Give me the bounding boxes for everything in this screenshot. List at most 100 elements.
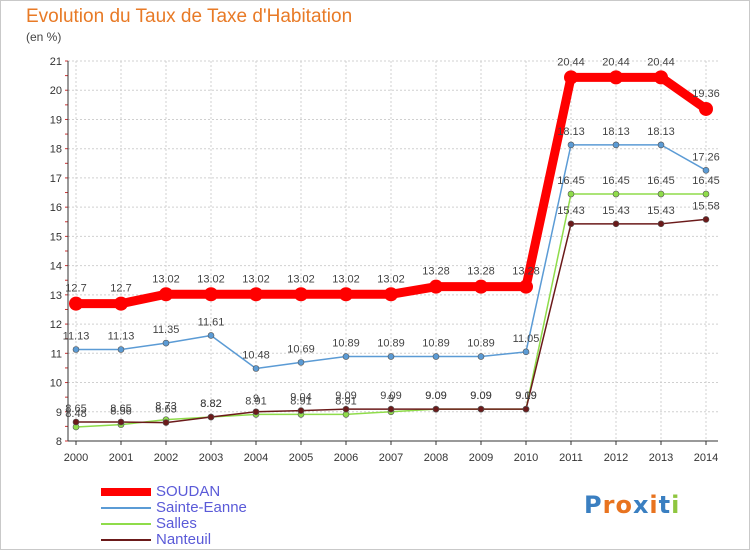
logo-letter: t xyxy=(658,491,672,519)
data-label: 13.02 xyxy=(242,273,270,285)
data-point xyxy=(609,70,623,85)
data-point xyxy=(72,418,80,426)
data-label: 11.13 xyxy=(63,331,90,343)
data-label: 13.02 xyxy=(197,273,225,285)
proxiti-logo: Proxiti xyxy=(584,491,680,519)
legend-item: Sainte-Eanne xyxy=(101,500,247,516)
data-point xyxy=(477,353,485,360)
data-label: 11.05 xyxy=(513,333,540,345)
x-tick-label: 2014 xyxy=(694,452,718,464)
data-label: 10.89 xyxy=(422,338,450,350)
x-tick-label: 2007 xyxy=(379,452,403,464)
x-tick-label: 2012 xyxy=(604,452,628,464)
y-tick-label: 8 xyxy=(56,436,62,448)
data-point xyxy=(612,141,620,149)
x-tick-label: 2005 xyxy=(289,452,313,464)
x-tick-label: 2006 xyxy=(334,452,358,464)
data-label: 18.13 xyxy=(602,126,630,138)
data-label: 16.45 xyxy=(557,175,585,187)
y-tick-label: 20 xyxy=(50,85,62,97)
data-label: 9.09 xyxy=(470,390,491,402)
data-point xyxy=(654,70,668,85)
data-point xyxy=(702,190,710,198)
y-tick-label: 16 xyxy=(50,202,62,214)
data-label: 13.28 xyxy=(422,266,450,278)
data-point xyxy=(477,405,485,413)
logo-letter: i xyxy=(671,491,681,519)
data-point xyxy=(384,287,398,302)
data-point xyxy=(702,216,710,223)
logo-letter: x xyxy=(632,491,650,519)
data-label: 8.91 xyxy=(335,395,356,407)
y-tick-label: 12 xyxy=(50,319,62,331)
chart-title: Evolution du Taux de Taxe d'Habitation xyxy=(26,6,353,27)
data-label: 9.09 xyxy=(470,390,491,402)
y-tick-label: 15 xyxy=(50,231,62,243)
y-tick-label: 13 xyxy=(50,290,62,302)
data-point xyxy=(204,287,218,302)
data-point xyxy=(339,287,353,302)
legend-label: Salles xyxy=(156,515,197,532)
chart-legend: SOUDAN Sainte-Eanne Salles Nanteuil xyxy=(101,484,247,548)
data-point xyxy=(474,279,488,294)
data-label: 15.58 xyxy=(692,200,720,212)
data-point xyxy=(294,287,308,302)
logo-letter: o xyxy=(615,491,633,519)
data-point xyxy=(342,353,350,360)
x-tick-label: 2011 xyxy=(559,452,583,464)
y-tick-label: 9 xyxy=(56,407,62,419)
data-label: 8.48 xyxy=(65,408,86,420)
data-label: 10.69 xyxy=(287,343,315,355)
legend-item: Nanteuil xyxy=(101,532,247,548)
data-point xyxy=(699,101,713,116)
data-label: 16.45 xyxy=(602,175,630,187)
legend-swatch xyxy=(101,523,151,525)
logo-letter: r xyxy=(602,491,616,519)
data-label: 18.13 xyxy=(647,126,675,138)
data-label: 13.28 xyxy=(512,266,540,278)
data-label: 20.44 xyxy=(602,56,630,68)
data-label: 8.65 xyxy=(110,403,131,415)
data-point xyxy=(657,190,665,198)
data-point xyxy=(522,348,530,356)
data-point xyxy=(162,339,170,347)
data-point xyxy=(564,70,578,85)
x-tick-label: 2008 xyxy=(424,452,448,464)
legend-label: SOUDAN xyxy=(156,483,221,500)
data-point xyxy=(567,190,575,198)
data-label: 9.09 xyxy=(335,390,356,402)
data-label: 17.26 xyxy=(692,151,720,163)
data-label: 8.82 xyxy=(200,398,221,410)
data-label: 11.13 xyxy=(108,331,135,343)
data-label: 20.44 xyxy=(647,56,675,68)
data-point xyxy=(432,353,440,360)
data-point xyxy=(567,141,575,149)
x-tick-label: 2009 xyxy=(469,452,493,464)
y-tick-label: 14 xyxy=(50,261,62,273)
data-label: 13.02 xyxy=(332,273,360,285)
data-point xyxy=(207,413,215,421)
y-tick-label: 11 xyxy=(51,348,62,360)
data-point xyxy=(612,190,620,198)
data-point xyxy=(342,405,350,413)
data-label: 9.09 xyxy=(425,390,446,402)
x-tick-label: 2003 xyxy=(199,452,223,464)
data-point xyxy=(72,346,80,353)
data-point xyxy=(117,418,125,426)
legend-label: Nanteuil xyxy=(156,531,212,548)
data-point xyxy=(702,167,710,174)
data-point xyxy=(432,405,440,413)
data-label: 19.36 xyxy=(692,88,720,100)
data-point xyxy=(387,353,395,360)
data-label: 12.7 xyxy=(65,283,86,295)
data-point xyxy=(297,359,305,366)
data-point xyxy=(612,220,620,228)
data-label: 20.44 xyxy=(557,56,585,68)
data-label: 13.02 xyxy=(287,273,315,285)
data-label: 16.45 xyxy=(647,175,675,187)
x-tick-label: 2001 xyxy=(109,452,133,464)
y-tick-label: 19 xyxy=(50,114,62,126)
y-tick-label: 18 xyxy=(50,144,62,156)
x-tick-label: 2013 xyxy=(649,452,673,464)
